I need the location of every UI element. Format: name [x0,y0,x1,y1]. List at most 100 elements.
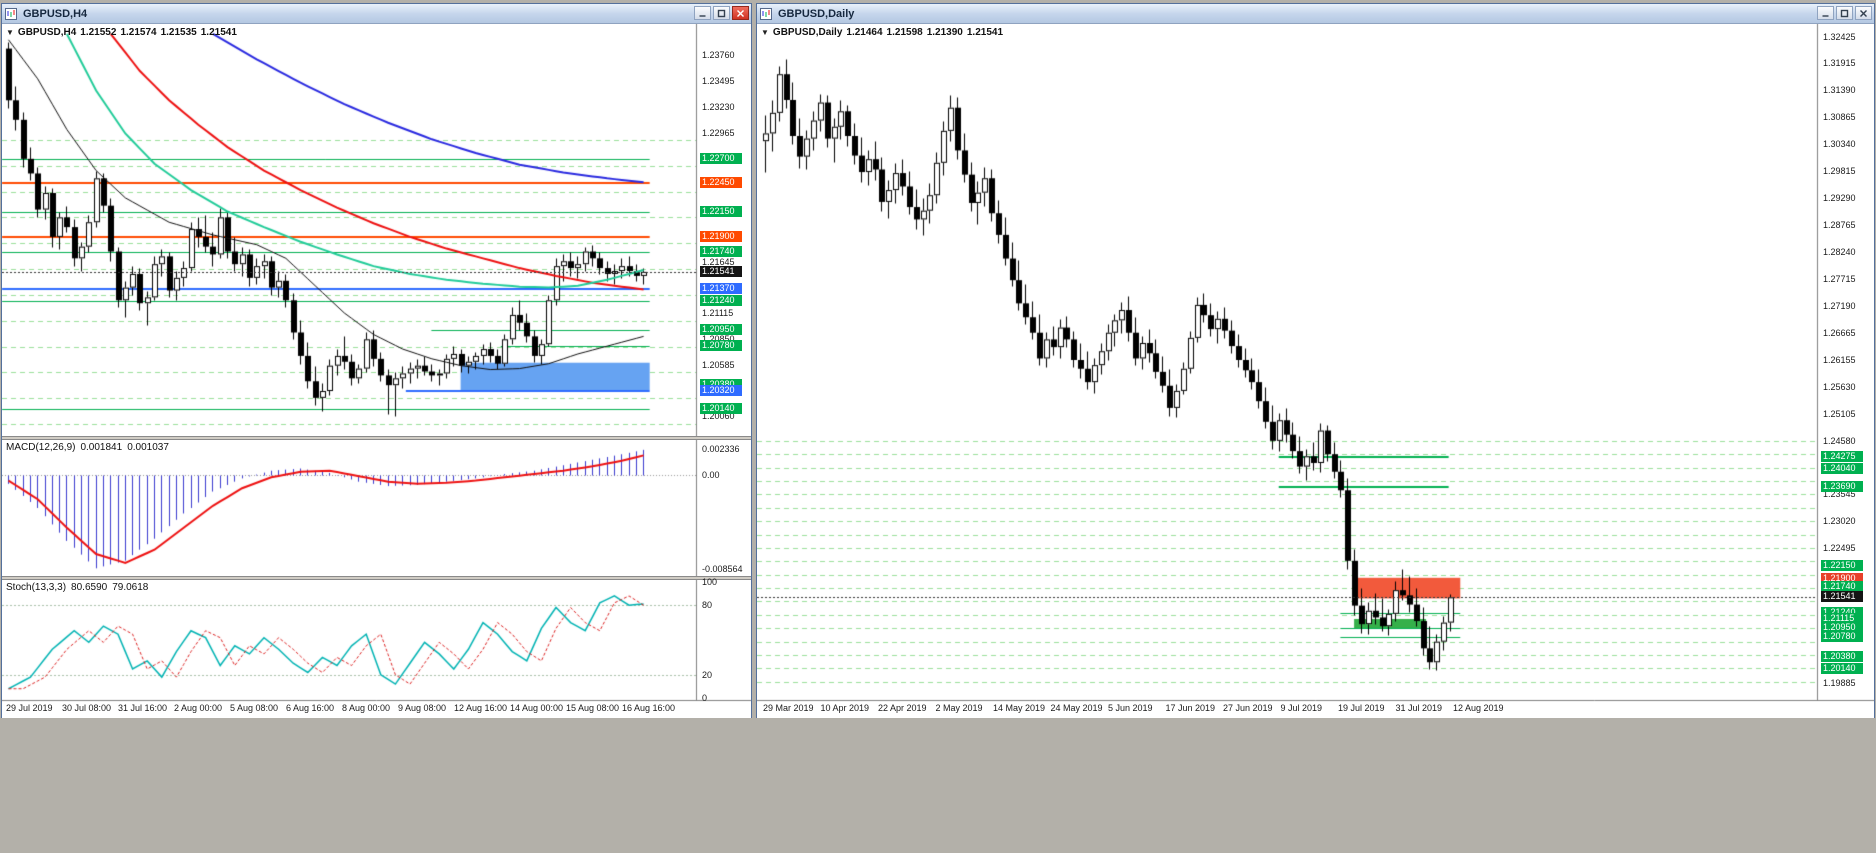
macd-name: MACD(12,26,9) [6,442,76,453]
minimize-icon[interactable] [1817,6,1834,20]
price-badge: 1.20140 [1821,663,1863,675]
time-label: 12 Aug 16:00 [454,703,508,713]
stoch-name: Stoch(13,3,3) [6,582,67,593]
price-badge: 1.20140 [700,402,742,414]
price-badge: 1.24275 [1821,450,1863,462]
time-label: 27 Jun 2019 [1223,703,1273,713]
price-tick: 1.26155 [1823,354,1856,365]
daily-window-title: GBPUSD,Daily [778,7,855,20]
time-label: 14 Aug 00:00 [510,703,564,713]
panel-splitter[interactable] [2,576,751,580]
price-badge: 1.22700 [700,152,742,164]
time-label: 31 Jul 2019 [1395,703,1443,713]
macd-value-2: 0.001037 [127,442,169,453]
daily-quote-line: ▼ GBPUSD,Daily 1.21464 1.21598 1.21390 1.2154… [761,27,1007,38]
price-tick: 1.23760 [702,50,735,61]
price-badge: 1.21541 [1821,591,1863,603]
price-tick: 1.31915 [1823,58,1856,69]
time-label: 31 Jul 16:00 [118,703,168,713]
price-tick: 1.30340 [1823,139,1856,150]
price-badge: 1.21900 [700,230,742,242]
price-tick: 1.19885 [1823,677,1856,688]
daily-symbol: GBPUSD,Daily [772,27,843,38]
symbol-dropdown-icon[interactable]: ▼ [761,28,769,37]
price-badge: 1.22150 [700,206,742,218]
stoch-value-1: 80.6590 [71,582,108,593]
price-tick: 1.21645 [702,256,735,267]
price-badge: 1.20780 [700,340,742,352]
h4-chart-canvas[interactable] [2,24,751,718]
close-icon[interactable] [1855,6,1872,20]
h4-high: 1.21574 [120,27,157,38]
time-label: 12 Aug 2019 [1453,703,1504,713]
price-tick: 1.22965 [702,127,735,138]
price-tick: 1.31390 [1823,85,1856,96]
time-label: 30 Jul 08:00 [62,703,112,713]
price-badge: 1.20950 [1821,621,1863,633]
price-tick: 1.22495 [1823,543,1856,554]
price-badge: 1.20320 [700,385,742,397]
price-tick: 1.29290 [1823,193,1856,204]
h4-symbol: GBPUSD,H4 [17,27,77,38]
price-tick: 1.23230 [702,102,735,113]
daily-close: 1.21541 [966,27,1004,38]
window-controls [1817,6,1872,20]
price-badge: 1.21740 [700,246,742,258]
daily-chart-canvas[interactable] [757,24,1874,718]
restore-icon[interactable] [713,6,730,20]
stoch-scale-label: 100 [702,577,718,587]
price-tick: 1.20585 [702,360,735,371]
daily-open: 1.21464 [846,27,883,38]
restore-icon[interactable] [1836,6,1853,20]
price-badge: 1.21240 [1821,606,1863,618]
price-tick: 1.23545 [1823,489,1856,500]
daily-chart-area: ▼ GBPUSD,Daily 1.21464 1.21598 1.21390 1.2154… [757,24,1874,718]
close-icon[interactable] [732,6,749,20]
minimize-icon[interactable] [694,6,711,20]
h4-window-title: GBPUSD,H4 [23,7,88,20]
price-badge: 1.21541 [700,265,742,277]
time-label: 24 May 2019 [1050,703,1103,713]
panel-splitter[interactable] [2,436,751,440]
daily-high: 1.21598 [886,27,923,38]
stoch-header: Stoch(13,3,3) 80.6590 79.0618 [6,582,153,593]
chart-window-icon [5,7,19,20]
price-badge: 1.20380 [700,379,742,391]
macd-value-1: 0.001841 [80,442,123,453]
h4-close: 1.21541 [200,27,237,38]
h4-titlebar[interactable]: GBPUSD,H4 [2,4,751,24]
price-badge: 1.21240 [700,295,742,307]
daily-low: 1.21390 [926,27,963,38]
h4-open: 1.21552 [80,27,117,38]
price-tick: 1.27190 [1823,301,1856,312]
time-label: 9 Jul 2019 [1280,703,1323,713]
price-tick: 1.27715 [1823,274,1856,285]
price-tick: 1.20850 [702,334,735,344]
stoch-scale-label: 20 [702,669,713,680]
time-label: 19 Jul 2019 [1338,703,1385,713]
price-badge: 1.23690 [1821,480,1863,492]
window-gbpusd-h4: GBPUSD,H4 ▼ GBPUSD,H4 1.21552 1.21574 1.2153… [1,3,752,718]
macd-scale-label: -0.008564 [702,564,743,575]
h4-low: 1.21535 [160,27,197,38]
time-label: 6 Aug 16:00 [286,703,335,713]
price-badge: 1.20380 [1821,651,1863,663]
h4-scales-overlay[interactable]: 1.23760 1.23495 1.23230 1.22965 1.21645 1.211… [2,24,751,718]
price-tick: 1.28240 [1823,247,1856,258]
daily-titlebar[interactable]: GBPUSD,Daily [757,4,1874,24]
time-label: 29 Jul 2019 [6,703,53,713]
window-gbpusd-daily: GBPUSD,Daily ▼ GBPUSD,Daily 1.21464 1.21598… [756,3,1875,718]
price-tick: 1.20060 [702,411,735,422]
time-label: 5 Jun 2019 [1108,703,1153,713]
h4-quote-line: ▼ GBPUSD,H4 1.21552 1.21574 1.21535 1.21541 [6,27,241,38]
price-tick: 1.32425 [1823,31,1856,42]
price-badge: 1.21370 [700,282,742,294]
macd-scale-label: 0.002336 [702,444,740,455]
time-label: 22 Apr 2019 [878,703,927,713]
time-label: 5 Aug 08:00 [230,703,279,713]
time-label: 2 Aug 00:00 [174,703,223,713]
time-label: 8 Aug 00:00 [342,703,391,713]
daily-scales-overlay[interactable]: 1.32425 1.31915 1.31390 1.30865 1.30340 1.298… [757,24,1874,718]
symbol-dropdown-icon[interactable]: ▼ [6,28,14,37]
